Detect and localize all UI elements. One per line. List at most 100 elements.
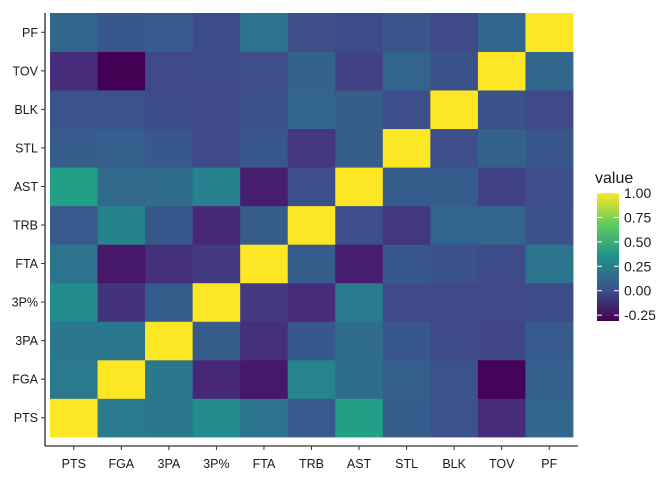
heatmap-cell-3P%-3P% — [192, 282, 241, 322]
heatmap-cell-TOV-TOV — [477, 51, 526, 91]
heatmap-cell-FGA-STL — [382, 359, 431, 399]
heatmap-cell-PTS-PTS — [50, 398, 98, 438]
heatmap-cell-3P%-AST — [335, 282, 384, 322]
y-tick-label: TRB — [13, 219, 38, 233]
heatmap-cell-3P%-PF — [525, 282, 574, 322]
y-tick-label: 3P% — [12, 296, 38, 310]
y-tick-label: BLK — [14, 103, 38, 117]
heatmap-cell-STL-BLK — [430, 128, 479, 168]
heatmap-cell-FGA-TRB — [287, 359, 336, 399]
heatmap-cell-BLK-PF — [525, 90, 574, 130]
heatmap-cell-BLK-TOV — [477, 90, 526, 130]
heatmap-cell-FGA-FTA — [240, 359, 289, 399]
heatmap-cell-STL-TOV — [477, 128, 526, 168]
heatmap-cell-TRB-FTA — [240, 205, 289, 245]
heatmap-cell-STL-STL — [382, 128, 431, 168]
heatmap-cell-BLK-BLK — [430, 90, 479, 130]
heatmap-cell-AST-AST — [335, 167, 384, 207]
heatmap-cell-PF-TOV — [477, 13, 526, 52]
heatmap-cell-3P%-BLK — [430, 282, 479, 322]
heatmap-cell-FGA-3PA — [145, 359, 194, 399]
legend-tick-label: 0.50 — [624, 234, 651, 250]
x-tick-label: 3P% — [203, 457, 229, 471]
x-tick-label: 3PA — [158, 457, 181, 471]
legend-ticks: 1.00 0.75 0.50 0.25 0.00 -0.25 — [597, 185, 656, 323]
legend-title: value — [595, 170, 633, 187]
heatmap-cell-AST-PTS — [50, 167, 98, 207]
heatmap-cell-FTA-3PA — [145, 244, 194, 284]
heatmap-cell-3PA-TOV — [477, 321, 526, 361]
heatmap-cell-FTA-TRB — [287, 244, 336, 284]
heatmap-cell-TRB-TOV — [477, 205, 526, 245]
heatmap-cell-STL-TRB — [287, 128, 336, 168]
legend-tick-label: 1.00 — [624, 185, 651, 201]
heatmap-cell-FGA-TOV — [477, 359, 526, 399]
heatmap-cell-PF-PTS — [50, 13, 98, 52]
heatmap-cell-AST-PF — [525, 167, 574, 207]
heatmap-cell-PF-3PA — [145, 13, 194, 52]
heatmap-cell-TRB-3P% — [192, 205, 241, 245]
heatmap-cell-BLK-STL — [382, 90, 431, 130]
y-tick-label: PTS — [14, 411, 38, 425]
heatmap-cell-BLK-AST — [335, 90, 384, 130]
heatmap-cell-PF-AST — [335, 13, 384, 52]
heatmap-cell-TRB-BLK — [430, 205, 479, 245]
heatmap-cell-3PA-3PA — [145, 321, 194, 361]
x-tick-label: FTA — [253, 457, 276, 471]
y-tick-label: FTA — [15, 257, 38, 271]
heatmap-cell-TOV-3P% — [192, 51, 241, 91]
heatmap-cell-TOV-TRB — [287, 51, 336, 91]
heatmap-cell-3P%-TRB — [287, 282, 336, 322]
heatmap-cell-FTA-FTA — [240, 244, 289, 284]
heatmap-cell-PTS-BLK — [430, 398, 479, 438]
x-tick-label: FGA — [108, 457, 134, 471]
heatmap-cell-FGA-AST — [335, 359, 384, 399]
heatmap-cell-TOV-FGA — [97, 51, 146, 91]
heatmap-cell-PF-STL — [382, 13, 431, 52]
heatmap-cell-FGA-PTS — [50, 359, 98, 399]
heatmap-cell-PTS-TOV — [477, 398, 526, 438]
heatmap-cell-3P%-FTA — [240, 282, 289, 322]
heatmap-cell-PTS-3PA — [145, 398, 194, 438]
heatmap-cell-TRB-AST — [335, 205, 384, 245]
heatmap-cell-STL-PF — [525, 128, 574, 168]
heatmap-cell-FGA-FGA — [97, 359, 146, 399]
y-tick-label: TOV — [13, 64, 39, 78]
heatmap-cell-PTS-AST — [335, 398, 384, 438]
heatmap-cell-TRB-PTS — [50, 205, 98, 245]
heatmap-cell-FTA-3P% — [192, 244, 241, 284]
heatmap-cell-STL-FGA — [97, 128, 146, 168]
heatmap-cell-AST-TRB — [287, 167, 336, 207]
heatmap-cell-PF-BLK — [430, 13, 479, 52]
heatmap-cell-PTS-3P% — [192, 398, 241, 438]
x-tick-label: PF — [541, 457, 557, 471]
heatmap-cell-FTA-FGA — [97, 244, 146, 284]
legend-tick-label: 0.25 — [624, 258, 651, 274]
heatmap-cell-PF-FGA — [97, 13, 146, 52]
heatmap-cell-3PA-BLK — [430, 321, 479, 361]
heatmap-cell-BLK-3P% — [192, 90, 241, 130]
heatmap-cell-TRB-STL — [382, 205, 431, 245]
heatmap-cell-PF-PF — [525, 13, 574, 52]
heatmap-cell-AST-3PA — [145, 167, 194, 207]
heatmap-cell-FTA-AST — [335, 244, 384, 284]
heatmap-cell-BLK-TRB — [287, 90, 336, 130]
heatmap-cells — [50, 13, 574, 438]
heatmap-cell-AST-BLK — [430, 167, 479, 207]
heatmap-cell-FGA-BLK — [430, 359, 479, 399]
heatmap-cell-PF-TRB — [287, 13, 336, 52]
heatmap-cell-STL-3PA — [145, 128, 194, 168]
heatmap-cell-FGA-3P% — [192, 359, 241, 399]
heatmap-cell-3PA-3P% — [192, 321, 241, 361]
legend-tick-label: -0.25 — [624, 307, 656, 323]
heatmap-cell-TOV-PF — [525, 51, 574, 91]
heatmap-cell-BLK-FGA — [97, 90, 146, 130]
x-tick-label: TRB — [299, 457, 324, 471]
heatmap-cell-PTS-FGA — [97, 398, 146, 438]
y-axis-ticks: PTS FGA 3PA 3P% FTA TRB AST STL BLK TOV PF — [12, 26, 45, 425]
x-tick-label: PTS — [62, 457, 86, 471]
y-tick-label: FGA — [12, 373, 38, 387]
x-tick-label: STL — [395, 457, 418, 471]
heatmap-cell-PF-3P% — [192, 13, 241, 52]
